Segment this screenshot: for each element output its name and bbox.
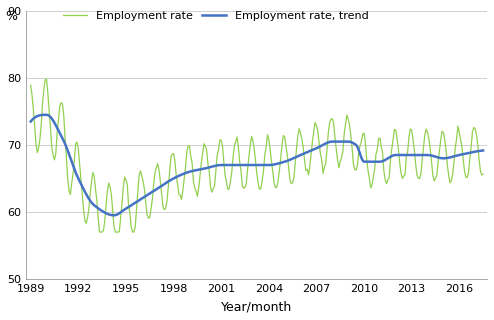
Employment rate — [96, 230, 102, 234]
Employment rate, trend — [418, 153, 424, 157]
Employment rate — [418, 172, 424, 176]
Line: Employment rate, trend: Employment rate, trend — [31, 115, 483, 215]
Employment rate — [480, 172, 486, 176]
Employment rate, trend — [369, 160, 375, 164]
Employment rate, trend — [111, 213, 117, 217]
Employment rate — [338, 156, 344, 160]
Employment rate — [139, 174, 145, 178]
Employment rate — [43, 77, 49, 81]
Text: %: % — [5, 10, 17, 23]
Employment rate, trend — [480, 148, 486, 152]
Employment rate, trend — [159, 184, 165, 188]
X-axis label: Year/month: Year/month — [221, 300, 292, 313]
Employment rate, trend — [43, 113, 49, 117]
Employment rate, trend — [92, 204, 98, 208]
Employment rate — [159, 192, 165, 196]
Employment rate — [28, 84, 34, 87]
Employment rate, trend — [28, 120, 34, 124]
Line: Employment rate: Employment rate — [31, 79, 483, 232]
Employment rate — [92, 188, 98, 191]
Employment rate, trend — [139, 196, 145, 200]
Employment rate, trend — [338, 140, 344, 143]
Employment rate — [369, 183, 375, 187]
Legend: Employment rate, Employment rate, trend: Employment rate, Employment rate, trend — [63, 11, 369, 21]
